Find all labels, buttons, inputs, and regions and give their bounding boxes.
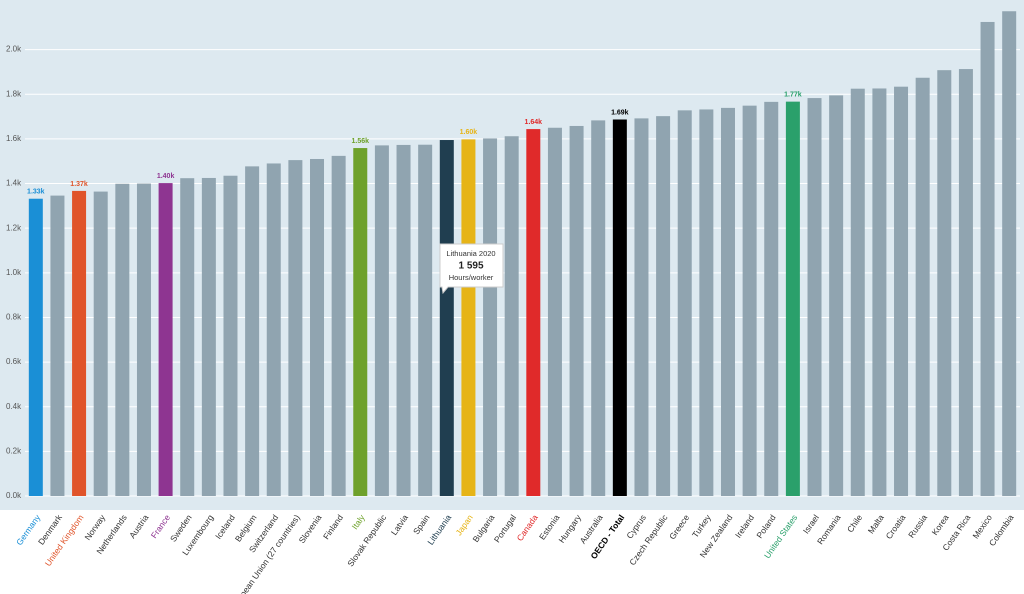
y-tick-label: 1.8k xyxy=(6,89,22,98)
bar xyxy=(115,183,130,497)
y-tick-label: 0.2k xyxy=(6,446,22,455)
bar xyxy=(288,160,303,496)
tooltip-subtitle: Hours/worker xyxy=(449,273,494,282)
bar xyxy=(569,125,584,497)
y-tick-label: 0.0k xyxy=(6,491,22,500)
bar xyxy=(396,144,411,496)
bar xyxy=(353,148,368,496)
y-tick-label: 1.4k xyxy=(6,179,22,188)
bar xyxy=(28,198,43,497)
bar xyxy=(461,139,476,496)
y-tick-label: 0.8k xyxy=(6,313,22,322)
data-label: 1.37k xyxy=(70,181,88,188)
y-tick-label: 0.4k xyxy=(6,402,22,411)
bar xyxy=(872,88,887,496)
bar xyxy=(958,69,973,496)
bar xyxy=(937,70,952,496)
x-tick-label: Austria xyxy=(127,512,151,540)
bar xyxy=(1002,11,1017,497)
bar xyxy=(677,110,692,496)
x-tick-label: Chile xyxy=(845,512,864,534)
data-label: 1.64k xyxy=(525,119,543,126)
bar xyxy=(656,116,671,497)
data-label: 1.40k xyxy=(157,173,175,180)
x-tick-label: Greece xyxy=(667,512,691,541)
bar xyxy=(699,109,714,496)
bar xyxy=(785,101,800,496)
bar xyxy=(894,86,909,497)
x-tick-label: Italy xyxy=(350,512,368,531)
data-label: 1.69k xyxy=(611,109,629,116)
bar xyxy=(547,127,562,496)
tooltip-value: 1 595 xyxy=(458,261,483,272)
bar xyxy=(310,158,325,496)
bar xyxy=(807,98,822,496)
bar xyxy=(50,195,65,496)
x-tick-label: Spain xyxy=(411,512,432,536)
data-label: 1.77k xyxy=(784,91,802,98)
y-tick-label: 1.0k xyxy=(6,268,22,277)
bar xyxy=(591,120,606,496)
bar xyxy=(223,175,238,497)
bar xyxy=(331,155,346,496)
x-tick-label: Slovenia xyxy=(297,512,324,545)
bar xyxy=(72,190,87,496)
tooltip-title: Lithuania 2020 xyxy=(446,249,495,258)
data-label: 1.33k xyxy=(27,189,45,196)
y-tick-label: 2.0k xyxy=(6,45,22,54)
bar xyxy=(504,136,519,497)
bar xyxy=(158,183,173,496)
bar xyxy=(418,144,433,496)
bar xyxy=(93,191,108,496)
bar xyxy=(483,138,498,497)
data-label: 1.56k xyxy=(352,138,370,145)
bar xyxy=(245,166,260,496)
bar xyxy=(439,140,454,496)
y-tick-label: 1.6k xyxy=(6,134,22,143)
bar xyxy=(374,145,389,497)
y-tick-label: 0.6k xyxy=(6,357,22,366)
x-tick-label: Russia xyxy=(906,512,929,539)
tooltip-box xyxy=(439,243,504,295)
x-tick-label: Malta xyxy=(866,512,886,535)
bar xyxy=(829,95,844,496)
x-tick-label: Latvia xyxy=(389,512,410,537)
bar xyxy=(634,118,649,496)
bar xyxy=(266,163,281,496)
x-tick-label: Finland xyxy=(321,512,345,541)
x-tick-label: Israel xyxy=(801,513,821,536)
bar xyxy=(526,129,541,496)
y-tick-label: 1.2k xyxy=(6,223,22,232)
x-tick-label: Slovak Republic xyxy=(345,512,389,568)
bar xyxy=(764,101,779,497)
x-tick-label: Portugal xyxy=(492,513,518,545)
bar xyxy=(136,183,151,496)
bar xyxy=(720,107,735,497)
x-tick-label: Japan xyxy=(453,512,475,537)
bar xyxy=(742,105,757,496)
bar xyxy=(980,21,995,496)
x-tick-label: Ireland xyxy=(733,512,756,539)
bar xyxy=(612,119,627,496)
x-tick-label: Canada xyxy=(515,512,540,542)
bar xyxy=(180,178,195,496)
bar xyxy=(850,88,865,497)
bar xyxy=(201,177,216,496)
x-tick-label: Croatia xyxy=(884,512,908,540)
x-tick-label: Korea xyxy=(930,512,951,537)
bar xyxy=(915,77,930,497)
data-label: 1.60k xyxy=(460,129,478,136)
